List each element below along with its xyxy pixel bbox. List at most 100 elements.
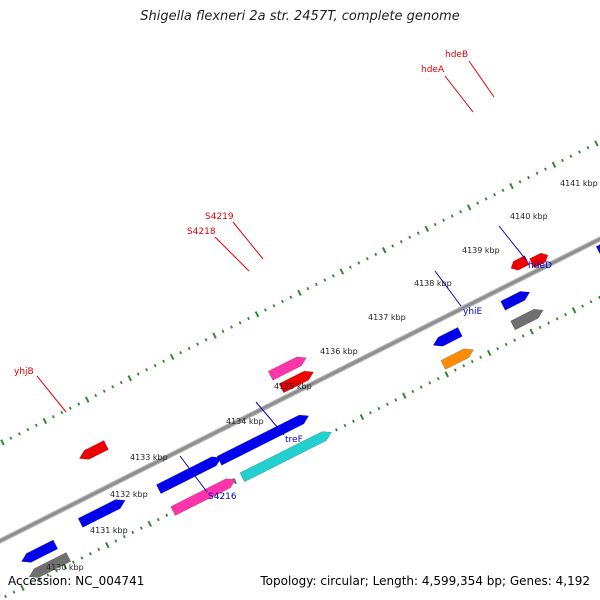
- tick-mark: [55, 569, 58, 573]
- tick-mark: [394, 398, 398, 402]
- genome-summary: Topology: circular; Length: 4,599,354 bp…: [260, 574, 590, 588]
- gene-arrow: [78, 440, 109, 460]
- tick-mark: [51, 415, 55, 419]
- tick-mark: [501, 188, 505, 193]
- tick-mark: [238, 321, 242, 325]
- tick-mark: [156, 517, 160, 522]
- gene-label-top: S4218: [187, 227, 216, 237]
- tick-mark: [204, 338, 208, 342]
- tick-mark: [20, 584, 25, 592]
- tick-mark: [281, 299, 284, 304]
- tick-mark: [513, 338, 517, 342]
- tick-mark: [564, 312, 567, 317]
- tick-mark: [486, 349, 492, 357]
- tick-mark: [122, 535, 126, 539]
- kbp-tick-label: 4137 kbp: [368, 313, 406, 322]
- tick-mark: [136, 372, 140, 376]
- gene-arrow: [216, 414, 310, 466]
- tick-mark: [462, 364, 466, 368]
- tick-mark: [504, 342, 508, 347]
- label-leader-line: [214, 236, 250, 272]
- gene-label-top: S4219: [205, 212, 234, 222]
- kbp-tick-label: 4130 kbp: [46, 563, 84, 572]
- tick-mark: [187, 346, 191, 351]
- tick-mark: [544, 167, 547, 171]
- label-leader-line: [434, 270, 462, 307]
- kbp-tick-label: 4136 kbp: [320, 347, 358, 356]
- tick-mark: [314, 282, 318, 286]
- tick-mark: [424, 225, 429, 232]
- tick-mark: [385, 402, 389, 406]
- tick-mark: [339, 268, 345, 275]
- tick-mark: [538, 325, 542, 329]
- tick-mark: [493, 193, 497, 197]
- tick-mark: [535, 171, 539, 176]
- kbp-tick-label: 4133 kbp: [130, 453, 168, 462]
- tick-mark: [254, 311, 260, 318]
- gene-arrow: [170, 478, 237, 516]
- tick-mark: [374, 252, 378, 257]
- tick-mark: [80, 556, 84, 560]
- tick-mark: [42, 417, 48, 425]
- tick-mark: [578, 150, 581, 154]
- tick-mark: [88, 552, 92, 556]
- gene-arrow: [278, 370, 315, 394]
- kbp-tick-label: 4138 kbp: [414, 279, 452, 288]
- tick-mark: [459, 210, 463, 214]
- tick-mark: [60, 410, 64, 415]
- kbp-tick-label: 4131 kbp: [90, 526, 128, 535]
- tick-mark: [466, 204, 472, 211]
- tick-mark: [38, 577, 41, 582]
- gene-label-bottom: yhiE: [463, 307, 483, 317]
- label-leader-line: [255, 401, 285, 436]
- tick-mark: [34, 423, 38, 427]
- tick-mark: [68, 406, 72, 410]
- tick-mark: [97, 547, 101, 552]
- tick-mark: [402, 392, 407, 399]
- tick-mark: [323, 278, 327, 282]
- tick-mark: [221, 329, 225, 334]
- tick-mark: [391, 244, 395, 248]
- kbp-tick-label: 4140 kbp: [510, 212, 548, 221]
- gene-arrow: [529, 252, 549, 269]
- tick-mark: [343, 423, 347, 428]
- gene-label-bottom: hdeD: [528, 261, 552, 271]
- tick-mark: [232, 477, 237, 485]
- kbp-tick-label: 4141 kbp: [560, 179, 598, 188]
- tick-mark: [555, 317, 559, 321]
- tick-mark: [114, 539, 118, 543]
- tick-mark: [46, 573, 50, 577]
- tick-mark: [561, 158, 564, 163]
- genome-title: Shigella flexneri 2a str. 2457T, complet…: [140, 9, 460, 24]
- tick-mark: [496, 347, 500, 351]
- gene-label-top: hdeA: [421, 65, 445, 75]
- tick-mark: [521, 334, 525, 338]
- tick-mark: [547, 321, 551, 325]
- tick-mark: [586, 145, 590, 150]
- tick-mark: [444, 371, 449, 378]
- tick-mark: [12, 590, 16, 594]
- tick-mark: [94, 393, 98, 398]
- tick-mark: [119, 380, 123, 385]
- tick-mark: [399, 239, 403, 244]
- tick-mark: [589, 300, 593, 304]
- tick-mark: [581, 304, 584, 308]
- tick-mark: [470, 359, 474, 364]
- label-leader-line: [179, 455, 208, 493]
- tick-mark: [4, 594, 7, 599]
- tick-mark: [518, 180, 522, 184]
- tick-mark: [436, 377, 440, 381]
- tick-mark: [408, 235, 412, 240]
- tick-mark: [264, 308, 267, 312]
- tick-mark: [368, 411, 372, 415]
- tick-mark: [162, 359, 166, 363]
- label-leader-line: [36, 375, 67, 413]
- tick-mark: [147, 520, 152, 527]
- tick-mark: [105, 542, 110, 549]
- tick-mark: [352, 419, 355, 424]
- label-leader-line: [468, 60, 495, 98]
- tick-mark: [411, 389, 415, 394]
- tick-mark: [139, 526, 143, 530]
- tick-mark: [179, 350, 183, 355]
